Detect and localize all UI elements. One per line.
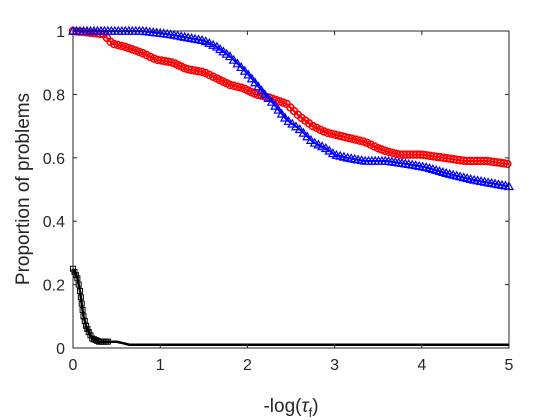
- data-point: [276, 108, 287, 118]
- data-point: [290, 121, 302, 131]
- data-point: [270, 100, 281, 110]
- data-point: [239, 65, 250, 75]
- data-point: [388, 148, 397, 158]
- data-point: [503, 159, 512, 169]
- data-point: [87, 332, 94, 339]
- data-point: [309, 137, 320, 147]
- data-point: [351, 135, 361, 144]
- data-point: [224, 51, 235, 61]
- data-point: [253, 81, 264, 91]
- data-point: [229, 81, 238, 91]
- data-point: [250, 77, 261, 87]
- plot-background: [73, 31, 509, 348]
- data-point: [256, 85, 267, 95]
- y-tick-label: 0.4: [43, 214, 65, 231]
- data-point: [259, 89, 270, 99]
- data-point: [78, 300, 85, 307]
- plot-frame: [72, 30, 510, 349]
- y-tick-label: 0.2: [43, 278, 65, 295]
- data-point: [74, 275, 81, 282]
- ticks-layer: 0 1 2 3 4 5 0 0.2 0.4 0.6 0.8 1: [43, 24, 514, 374]
- data-point: [85, 329, 92, 336]
- data-point: [294, 124, 305, 134]
- data-point: [204, 37, 215, 48]
- x-axis-title-symbol: τ: [301, 396, 310, 417]
- data-point: [313, 139, 324, 149]
- data-point: [305, 134, 316, 144]
- x-tick-label: 0: [69, 357, 78, 374]
- y-axis-title: Proportion of problems: [13, 93, 34, 285]
- data-point: [327, 129, 336, 139]
- data-point: [228, 54, 239, 64]
- y-tick-label: 0.8: [43, 87, 65, 104]
- data-point: [320, 143, 331, 153]
- data-point: [79, 306, 86, 313]
- data-point: [77, 294, 84, 301]
- x-tick-label: 3: [330, 357, 339, 374]
- data-point: [359, 137, 368, 146]
- data-point: [113, 40, 123, 50]
- data-point: [233, 82, 242, 91]
- x-tick-label: 5: [505, 357, 514, 374]
- data-point: [117, 41, 126, 51]
- x-axis-title-suffix: ): [312, 396, 318, 417]
- series-line: [71, 268, 509, 347]
- data-point: [324, 145, 335, 155]
- data-point: [347, 134, 357, 144]
- data-point: [208, 39, 219, 49]
- series-markers: [70, 265, 111, 345]
- data-point: [266, 96, 277, 106]
- data-point: [197, 67, 207, 77]
- data-point: [225, 80, 235, 90]
- data-point: [355, 136, 364, 145]
- x-axis-title-prefix: -log(: [263, 396, 302, 417]
- data-point: [253, 90, 263, 100]
- data-point: [76, 287, 83, 294]
- x-tick-label: 4: [417, 357, 426, 374]
- data-point: [246, 73, 257, 83]
- x-tick-label: 2: [243, 357, 252, 374]
- y-tick-label: 1: [56, 24, 65, 41]
- data-point: [71, 268, 78, 275]
- data-point: [384, 147, 394, 157]
- data-point: [263, 92, 274, 103]
- data-point: [317, 141, 328, 151]
- y-tick-label: 0: [56, 341, 65, 358]
- data-point: [83, 322, 90, 329]
- x-axis-title-subscript: f: [309, 405, 313, 420]
- y-tick-label: 0.6: [43, 151, 65, 168]
- data-point: [109, 39, 119, 49]
- data-point: [283, 115, 294, 125]
- data-point: [84, 325, 91, 332]
- data-point: [302, 131, 313, 141]
- data-point: [279, 112, 291, 122]
- data-point: [287, 118, 298, 128]
- x-axis-title: -log(τf): [263, 396, 318, 420]
- data-point: [200, 36, 211, 46]
- data-point: [273, 104, 284, 114]
- data-point: [298, 127, 309, 137]
- data-point: [104, 338, 111, 345]
- x-tick-label: 1: [156, 357, 165, 374]
- data-point: [499, 159, 509, 168]
- data-point: [323, 128, 332, 138]
- data-point: [232, 58, 243, 68]
- data-point: [243, 69, 254, 79]
- data-point: [236, 61, 247, 72]
- data-point: [319, 127, 329, 136]
- data-point: [380, 146, 390, 156]
